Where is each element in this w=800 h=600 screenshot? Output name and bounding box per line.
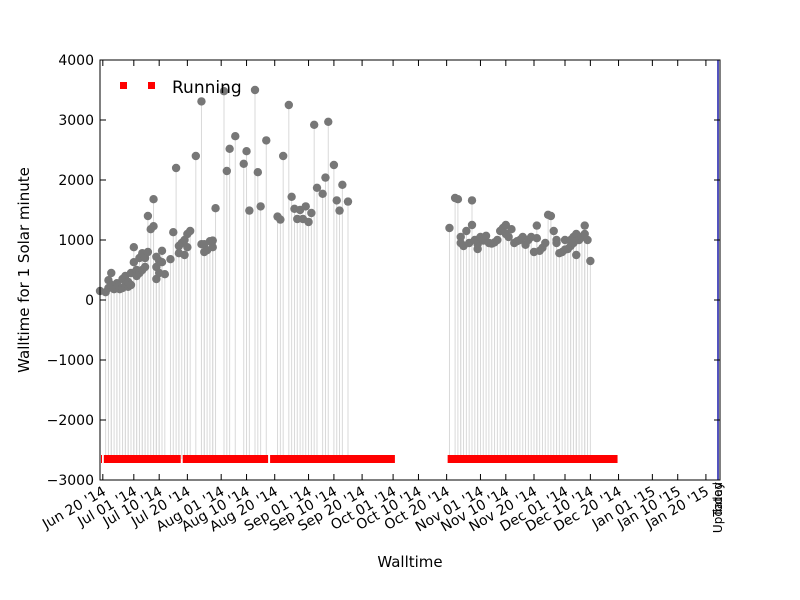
data-point	[335, 206, 344, 215]
plot-frame	[99, 59, 721, 481]
data-point	[107, 268, 116, 278]
data-point	[171, 163, 181, 173]
data-point	[183, 243, 192, 252]
data-point	[309, 120, 319, 129]
data-point	[208, 236, 217, 245]
running-period-bar	[270, 455, 395, 463]
y-tick-label: 4000	[58, 53, 94, 69]
data-point	[166, 255, 175, 264]
data-point	[445, 223, 454, 233]
data-point	[318, 189, 327, 198]
data-point	[467, 220, 477, 230]
y-axis-label: Walltime for 1 Solar minute	[15, 167, 33, 373]
data-point	[583, 235, 592, 245]
legend-marker-2	[148, 82, 155, 89]
data-point	[143, 211, 153, 221]
y-tick-label: −1000	[47, 353, 94, 369]
y-tick-label: −2000	[47, 413, 94, 429]
data-point	[481, 231, 491, 240]
data-point	[532, 234, 542, 243]
y-tick-label: 0	[85, 293, 94, 309]
data-point	[546, 211, 556, 221]
running-period-bar	[182, 455, 269, 463]
data-point	[191, 151, 201, 161]
data-point	[149, 195, 158, 204]
annotation-today: Today	[711, 482, 725, 518]
data-point	[262, 136, 271, 145]
data-point	[343, 197, 353, 206]
data-point	[532, 221, 542, 230]
running-period-bar	[103, 455, 181, 463]
y-axis: −3000 −2000 −1000 0 1000 2000 3000 4000	[47, 53, 720, 489]
data-point	[572, 250, 581, 260]
data-point	[250, 85, 260, 95]
y-tick-label: 3000	[58, 113, 94, 129]
legend: Running	[120, 78, 242, 98]
legend-label-running: Running	[172, 78, 242, 98]
points-layer	[95, 85, 595, 297]
data-point	[208, 243, 217, 252]
data-point	[278, 151, 288, 161]
data-point	[225, 144, 234, 153]
data-point	[222, 166, 232, 176]
data-point	[586, 256, 595, 266]
data-point	[321, 173, 330, 182]
data-point	[493, 235, 502, 245]
y-tick-label: 2000	[58, 173, 94, 189]
data-point	[467, 196, 477, 205]
data-point	[332, 196, 341, 205]
data-point	[473, 244, 482, 254]
running-period-bar	[101, 455, 102, 463]
stems-layer	[99, 90, 591, 459]
running-periods-layer	[101, 455, 618, 463]
data-point	[338, 180, 347, 189]
data-point	[219, 87, 229, 96]
data-point	[312, 183, 322, 192]
data-point	[129, 243, 139, 252]
x-axis-label: Walltime	[377, 553, 442, 571]
data-point	[253, 168, 263, 177]
data-point	[157, 258, 167, 267]
data-point	[160, 270, 170, 279]
data-point	[552, 235, 561, 245]
annotation-updated: Updated	[711, 482, 725, 533]
data-point	[284, 100, 294, 110]
data-point	[242, 147, 251, 156]
data-point	[231, 132, 240, 141]
data-point	[169, 228, 178, 237]
data-point	[149, 222, 158, 231]
data-point	[307, 208, 316, 218]
data-point	[157, 246, 167, 255]
data-point	[456, 232, 465, 242]
data-point	[541, 238, 550, 248]
data-point	[276, 215, 285, 224]
data-point	[211, 204, 220, 213]
y-tick-label: 1000	[58, 233, 94, 249]
data-point	[304, 217, 313, 227]
data-point	[324, 117, 333, 127]
data-point	[256, 202, 265, 211]
data-point	[507, 225, 516, 234]
data-point	[180, 250, 189, 260]
data-point	[143, 247, 153, 257]
data-point	[185, 226, 195, 236]
data-point	[504, 232, 513, 242]
data-point	[245, 206, 254, 215]
running-period-bar	[447, 455, 618, 463]
data-point	[580, 221, 589, 230]
data-point	[453, 195, 463, 204]
legend-marker-1	[120, 82, 127, 89]
data-point	[239, 159, 248, 168]
y-tick-label: −3000	[47, 473, 94, 489]
data-point	[287, 192, 296, 201]
data-point	[329, 160, 339, 170]
data-point	[126, 280, 136, 290]
data-point	[140, 262, 150, 272]
data-point	[197, 97, 206, 106]
data-point	[549, 226, 558, 236]
data-point	[301, 202, 310, 211]
data-point	[462, 226, 471, 236]
